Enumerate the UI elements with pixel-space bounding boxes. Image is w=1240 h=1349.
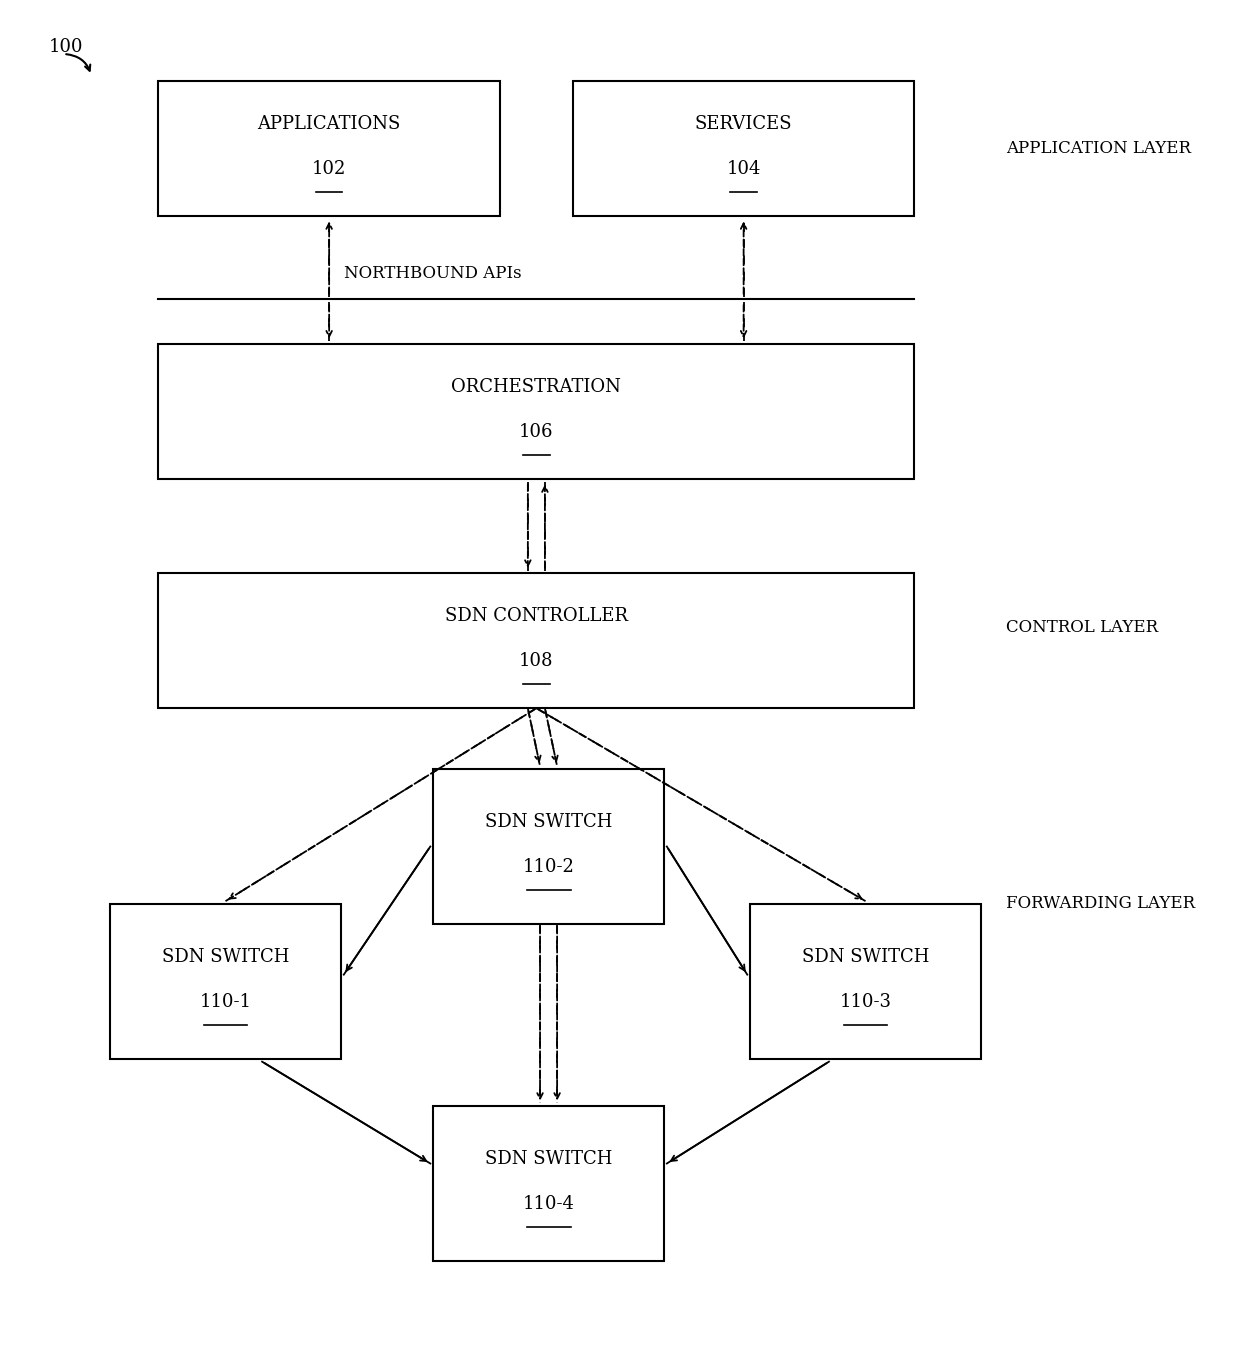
Text: SDN SWITCH: SDN SWITCH xyxy=(162,948,289,966)
FancyBboxPatch shape xyxy=(159,344,914,479)
Text: 110-3: 110-3 xyxy=(839,993,892,1010)
Text: 102: 102 xyxy=(312,159,346,178)
FancyBboxPatch shape xyxy=(750,904,981,1059)
Text: SDN SWITCH: SDN SWITCH xyxy=(802,948,929,966)
Text: APPLICATION LAYER: APPLICATION LAYER xyxy=(1006,140,1190,156)
Text: FORWARDING LAYER: FORWARDING LAYER xyxy=(1006,896,1195,912)
Text: 106: 106 xyxy=(520,422,553,441)
FancyBboxPatch shape xyxy=(433,1106,665,1261)
Text: 110-2: 110-2 xyxy=(522,858,574,876)
Text: 110-1: 110-1 xyxy=(200,993,252,1010)
Text: 110-4: 110-4 xyxy=(522,1195,574,1213)
Text: CONTROL LAYER: CONTROL LAYER xyxy=(1006,619,1158,635)
Text: SERVICES: SERVICES xyxy=(694,115,792,134)
Text: SDN SWITCH: SDN SWITCH xyxy=(485,813,613,831)
Text: NORTHBOUND APIs: NORTHBOUND APIs xyxy=(343,264,522,282)
FancyBboxPatch shape xyxy=(109,904,341,1059)
Text: SDN CONTROLLER: SDN CONTROLLER xyxy=(445,607,627,626)
Text: 108: 108 xyxy=(520,652,553,670)
Text: SDN SWITCH: SDN SWITCH xyxy=(485,1151,613,1168)
FancyBboxPatch shape xyxy=(159,81,500,216)
Text: 100: 100 xyxy=(48,38,83,57)
FancyBboxPatch shape xyxy=(433,769,665,924)
Text: APPLICATIONS: APPLICATIONS xyxy=(258,115,401,134)
FancyBboxPatch shape xyxy=(573,81,914,216)
Text: ORCHESTRATION: ORCHESTRATION xyxy=(451,378,621,397)
Text: 104: 104 xyxy=(727,159,761,178)
FancyBboxPatch shape xyxy=(159,573,914,708)
